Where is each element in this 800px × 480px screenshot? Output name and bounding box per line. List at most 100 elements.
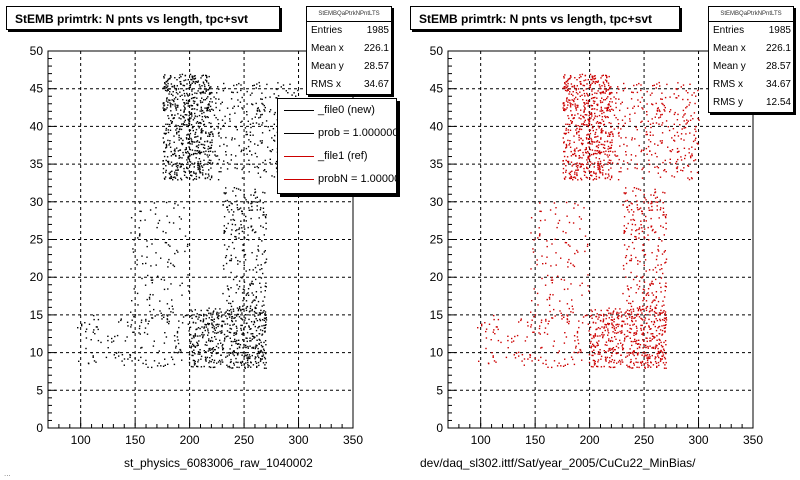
scatter-point xyxy=(648,171,650,173)
scatter-point xyxy=(162,167,165,170)
scatter-point xyxy=(160,257,162,259)
scatter-point xyxy=(93,318,95,321)
scatter-point xyxy=(661,319,664,321)
scatter-point xyxy=(565,108,567,111)
scatter-point xyxy=(189,84,191,87)
scatter-point xyxy=(661,113,663,116)
scatter-point xyxy=(625,192,627,194)
scatter-point xyxy=(633,317,635,319)
scatter-point xyxy=(568,172,570,175)
scatter-point xyxy=(190,153,193,156)
scatter-point xyxy=(675,167,678,169)
scatter-point xyxy=(175,96,177,99)
scatter-point xyxy=(582,89,585,92)
scatter-point xyxy=(164,241,167,244)
y-tick-label: 50 xyxy=(30,44,44,58)
scatter-point xyxy=(249,337,251,339)
scatter-point xyxy=(594,75,596,77)
scatter-point xyxy=(170,76,172,78)
scatter-point xyxy=(195,178,198,180)
scatter-point xyxy=(202,91,204,94)
scatter-point xyxy=(169,245,171,247)
scatter-point xyxy=(273,123,275,125)
scatter-point xyxy=(145,262,147,265)
scatter-point xyxy=(224,87,226,89)
scatter-point xyxy=(169,146,172,148)
scatter-point xyxy=(621,359,623,361)
scatter-point xyxy=(580,118,582,120)
scatter-point xyxy=(574,252,576,255)
scatter-point xyxy=(208,159,211,161)
scatter-point xyxy=(164,87,166,89)
scatter-point xyxy=(645,131,648,133)
scatter-point xyxy=(131,319,133,321)
scatter-point xyxy=(538,227,540,229)
scatter-point xyxy=(567,162,570,164)
scatter-point xyxy=(195,175,198,178)
scatter-point xyxy=(246,90,248,93)
scatter-point xyxy=(592,100,595,102)
scatter-point xyxy=(642,288,645,290)
scatter-point xyxy=(247,292,249,294)
scatter-point xyxy=(226,352,228,354)
scatter-point xyxy=(187,274,189,276)
scatter-point xyxy=(189,326,192,328)
scatter-point xyxy=(229,324,231,326)
scatter-point xyxy=(633,247,635,250)
scatter-point xyxy=(207,148,209,150)
scatter-point xyxy=(646,133,648,136)
scatter-point xyxy=(220,128,222,130)
scatter-point xyxy=(637,105,639,107)
scatter-point xyxy=(247,288,250,290)
scatter-point xyxy=(626,352,628,354)
scatter-point xyxy=(657,351,660,354)
scatter-point xyxy=(599,153,601,155)
scatter-point xyxy=(593,117,596,119)
scatter-point xyxy=(649,305,652,307)
scatter-point xyxy=(601,118,603,121)
scatter-point xyxy=(593,102,595,104)
scatter-point xyxy=(240,84,242,86)
scatter-point xyxy=(592,366,594,368)
scatter-point xyxy=(497,318,500,321)
scatter-point xyxy=(251,310,253,312)
scatter-point xyxy=(643,340,645,342)
scatter-point xyxy=(500,341,502,344)
scatter-point xyxy=(587,155,589,157)
scatter-point xyxy=(557,222,559,224)
scatter-point xyxy=(237,288,240,290)
scatter-point xyxy=(236,313,239,316)
scatter-point xyxy=(187,141,190,144)
scatter-point xyxy=(654,325,656,328)
scatter-point xyxy=(597,80,599,82)
scatter-point xyxy=(664,324,666,327)
stat-label: Mean x xyxy=(713,43,746,54)
scatter-point xyxy=(612,324,614,327)
scatter-point xyxy=(564,74,566,76)
scatter-point xyxy=(539,234,541,236)
scatter-point xyxy=(685,107,687,109)
scatter-point xyxy=(666,83,668,86)
scatter-point xyxy=(205,341,208,343)
scatter-point xyxy=(555,207,557,209)
scatter-point xyxy=(593,152,595,155)
scatter-point xyxy=(245,322,248,325)
scatter-point xyxy=(645,346,647,349)
scatter-point xyxy=(212,350,214,352)
scatter-point xyxy=(236,330,238,332)
scatter-point xyxy=(649,345,651,347)
scatter-point xyxy=(77,327,79,329)
scatter-point xyxy=(569,102,571,104)
scatter-point xyxy=(606,107,608,109)
scatter-point xyxy=(575,124,577,126)
scatter-point xyxy=(203,124,205,126)
scatter-point xyxy=(225,151,227,153)
scatter-point xyxy=(606,177,609,179)
scatter-point xyxy=(663,109,665,111)
scatter-point xyxy=(485,337,488,339)
scatter-point xyxy=(243,329,245,331)
scatter-point xyxy=(264,330,266,332)
scatter-point xyxy=(638,285,641,288)
scatter-point xyxy=(255,113,258,115)
stat-label: Entries xyxy=(311,25,343,36)
